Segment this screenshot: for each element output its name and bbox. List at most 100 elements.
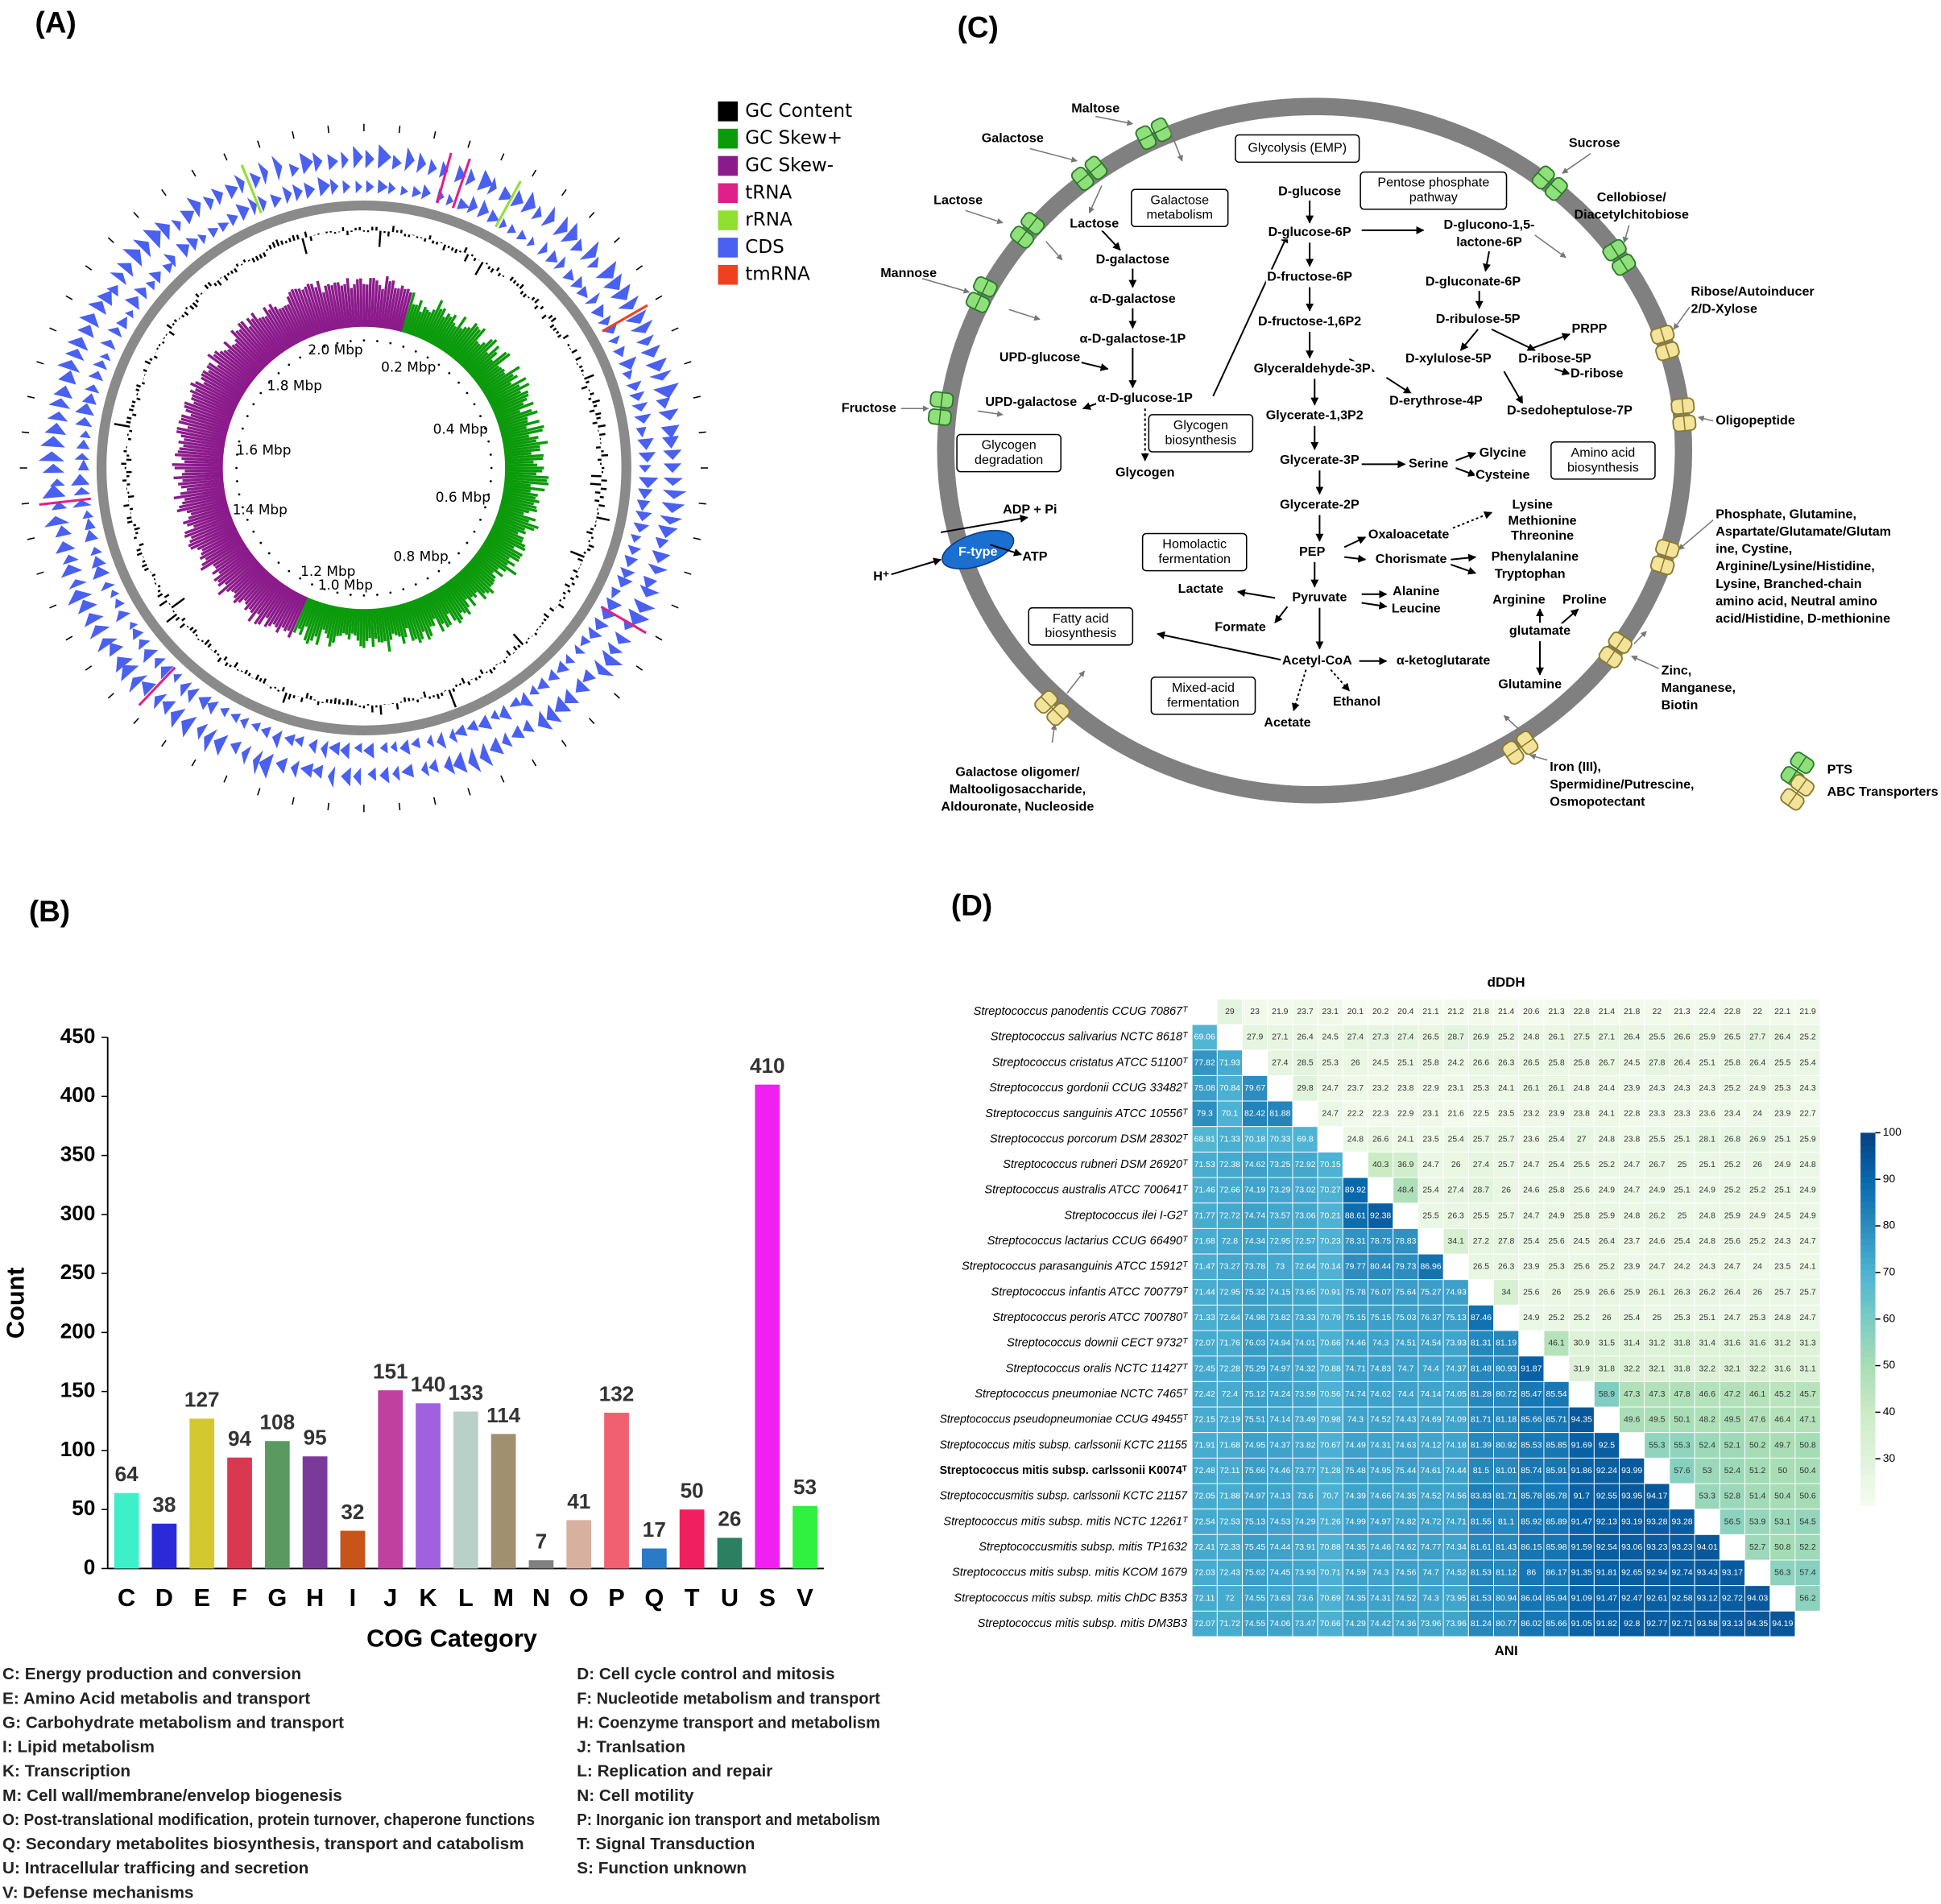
heatmap-cell	[1442, 1406, 1469, 1434]
heatmap-cell	[1368, 1356, 1394, 1382]
cds-feature	[365, 149, 375, 169]
ring-tick	[85, 265, 93, 271]
gc-content	[288, 693, 292, 700]
row-label: Streptococcus mitis subsp. mitis ChDC B3…	[954, 1591, 1187, 1604]
gc-content	[512, 645, 518, 651]
cell-label: 70.15	[1320, 1161, 1341, 1169]
heatmap-cell	[1317, 1074, 1343, 1102]
gc-content	[584, 374, 594, 380]
cell-label: 75.45	[1244, 1543, 1265, 1552]
colorbar-segment	[1860, 1474, 1876, 1481]
cell-label: 26.1	[1548, 1033, 1565, 1042]
colorbar-segment	[1860, 1467, 1876, 1476]
cell-label: 23.1	[1322, 1008, 1339, 1016]
gc-skew-negative	[274, 590, 297, 628]
cell-label: 25.2	[1724, 1084, 1741, 1093]
colorbar-label: 40	[1883, 1405, 1896, 1418]
cds-feature	[663, 477, 683, 486]
heatmap-cell	[1267, 1610, 1293, 1637]
gc-skew-positive	[411, 311, 423, 336]
cds-feature	[60, 564, 83, 578]
heatmap-cell	[1669, 1304, 1695, 1331]
pathway-node: Manganese,	[1662, 681, 1736, 695]
cell-label: 28.7	[1448, 1033, 1465, 1042]
x-tick-label: F	[232, 1583, 247, 1612]
cell-label: 24.7	[1799, 1314, 1816, 1322]
gc-skew-negative	[267, 308, 293, 348]
gc-skew-positive	[504, 474, 549, 479]
colorbar-segment	[1860, 1250, 1876, 1258]
pathway-node: Spermidine/Putrescine,	[1550, 777, 1694, 792]
gc-content	[159, 600, 168, 607]
cell-label: 81.31	[1471, 1339, 1492, 1348]
gc-skew-positive	[499, 503, 530, 514]
gc-content	[534, 304, 539, 310]
gc-skew-positive	[428, 591, 450, 628]
transport-arrow	[1678, 519, 1714, 551]
gc-content	[573, 569, 578, 573]
cds-feature	[141, 681, 157, 697]
gc-skew-positive	[342, 607, 349, 634]
gc-skew-positive	[504, 471, 537, 476]
heatmap-cell	[1417, 1585, 1444, 1612]
heatmap-cell	[1292, 1457, 1318, 1484]
bar	[114, 1492, 139, 1569]
heatmap-cell	[1317, 998, 1343, 1025]
cell-label: 74.59	[1345, 1569, 1366, 1578]
heatmap-cell	[1467, 1202, 1494, 1229]
cell-label: 74.46	[1345, 1339, 1366, 1348]
cds-feature	[202, 197, 214, 211]
cell-label: 72.42	[1194, 1390, 1215, 1399]
cell-label: 47.3	[1649, 1390, 1666, 1399]
gc-skew-negative	[238, 329, 271, 364]
gc-skew-negative	[256, 581, 283, 615]
ring-tick	[589, 718, 595, 725]
heatmap-cell	[1493, 1432, 1520, 1459]
cds-feature	[661, 436, 679, 449]
cds-feature	[55, 525, 72, 538]
cds-feature	[607, 335, 620, 345]
cds-feature	[606, 597, 623, 611]
gc-skew-negative	[246, 317, 279, 358]
cell-label: 74.13	[1269, 1492, 1290, 1501]
cell-label: 25.8	[1422, 1058, 1439, 1067]
gc-content	[586, 531, 593, 535]
scale-dot	[487, 440, 490, 443]
cell-label: 46.1	[1548, 1339, 1565, 1348]
heatmap-cell	[1694, 1100, 1720, 1128]
cell-label: 75.66	[1244, 1467, 1265, 1476]
transport-arrow	[1166, 123, 1183, 162]
heatmap-cell	[1317, 1534, 1343, 1561]
heatmap-cell	[1769, 1534, 1796, 1561]
cds-feature	[207, 228, 219, 238]
cds-feature	[213, 735, 229, 756]
cell-label: 27.8	[1649, 1058, 1666, 1067]
value-label: 50	[681, 1479, 704, 1503]
cell-label: 25.4	[1674, 1237, 1691, 1246]
cell-label: 31.8	[1674, 1364, 1691, 1373]
heatmap-cell	[1216, 1585, 1243, 1612]
gc-skew-negative	[234, 342, 264, 371]
reaction-arrow	[1503, 370, 1524, 404]
cell-label: 81.19	[1496, 1339, 1517, 1348]
cds-feature	[185, 238, 198, 251]
cell-label: 93.19	[1621, 1517, 1642, 1526]
cell-label: 76.37	[1420, 1314, 1441, 1322]
heatmap-cell	[1794, 1227, 1821, 1255]
cell-label: 27.4	[1397, 1033, 1414, 1042]
gc-skew-negative	[281, 593, 301, 628]
gc-content	[473, 257, 477, 262]
cell-label: 24.9	[1548, 1211, 1565, 1220]
pathway-node: Lactose	[933, 192, 983, 207]
heatmap-cell	[1442, 1202, 1469, 1229]
gc-content	[255, 255, 259, 261]
gc-skew-negative	[179, 447, 224, 455]
transporter	[927, 391, 954, 426]
cds-feature	[62, 554, 79, 565]
pathway-node: D-erythrose-4P	[1389, 393, 1483, 408]
heatmap-cell	[1644, 1177, 1670, 1204]
cell-label: 75.15	[1345, 1314, 1366, 1322]
colorbar-segment	[1860, 1462, 1876, 1469]
cell-label: 72.95	[1269, 1237, 1290, 1246]
cds-feature	[88, 300, 107, 316]
